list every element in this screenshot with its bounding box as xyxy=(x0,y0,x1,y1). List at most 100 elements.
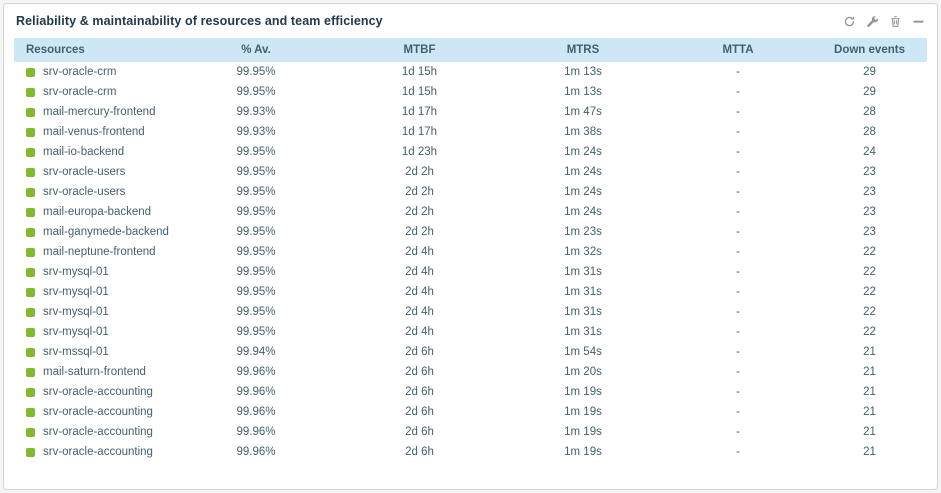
down-events-cell: 23 xyxy=(863,166,876,178)
resource-link[interactable]: srv-oracle-accounting xyxy=(43,446,153,458)
availability-cell: 99.96% xyxy=(236,446,276,458)
mtbf-cell: 2d 4h xyxy=(405,246,434,258)
mtrs-cell: 1m 38s xyxy=(564,126,602,138)
mtta-cell: - xyxy=(736,366,740,378)
availability-cell: 99.96% xyxy=(236,406,276,418)
down-events-cell: 21 xyxy=(863,446,876,458)
resource-link[interactable]: srv-mysql-01 xyxy=(43,286,109,298)
mtta-cell: - xyxy=(736,246,740,258)
resource-cell: srv-oracle-users xyxy=(14,166,175,178)
status-square-icon xyxy=(26,127,35,137)
mtbf-cell: 2d 6h xyxy=(405,346,434,358)
resource-cell: srv-oracle-crm xyxy=(14,86,175,98)
availability-cell: 99.95% xyxy=(236,306,276,318)
resource-link[interactable]: srv-oracle-crm xyxy=(43,66,117,78)
status-square-icon xyxy=(26,87,35,97)
mtrs-cell: 1m 31s xyxy=(564,266,602,278)
resource-cell: mail-saturn-frontend xyxy=(14,366,175,378)
resource-cell: mail-mercury-frontend xyxy=(14,106,175,118)
mtrs-cell: 1m 32s xyxy=(564,246,602,258)
mtta-cell: - xyxy=(736,66,740,78)
trash-icon[interactable] xyxy=(888,14,902,28)
down-events-cell: 23 xyxy=(863,186,876,198)
resource-link[interactable]: mail-europa-backend xyxy=(43,206,152,218)
down-events-cell: 22 xyxy=(863,266,876,278)
down-events-cell: 22 xyxy=(863,246,876,258)
resource-link[interactable]: srv-oracle-accounting xyxy=(43,406,153,418)
resource-link[interactable]: srv-oracle-accounting xyxy=(43,426,153,438)
availability-cell: 99.95% xyxy=(236,326,276,338)
down-events-cell: 29 xyxy=(863,66,876,78)
availability-cell: 99.93% xyxy=(236,126,276,138)
minimize-icon[interactable] xyxy=(911,14,925,28)
down-events-cell: 28 xyxy=(863,126,876,138)
resource-cell: srv-oracle-accounting xyxy=(14,386,175,398)
resource-link[interactable]: srv-oracle-accounting xyxy=(43,386,153,398)
table-row: srv-mssql-01 99.94% 2d 6h 1m 54s - 21 xyxy=(14,342,927,362)
mtrs-cell: 1m 19s xyxy=(564,426,602,438)
resource-link[interactable]: mail-neptune-frontend xyxy=(43,246,156,258)
status-square-icon xyxy=(26,367,35,377)
resource-link[interactable]: mail-io-backend xyxy=(43,146,125,158)
mtta-cell: - xyxy=(736,406,740,418)
down-events-cell: 21 xyxy=(863,346,876,358)
resource-link[interactable]: mail-saturn-frontend xyxy=(43,366,146,378)
resource-link[interactable]: mail-venus-frontend xyxy=(43,126,145,138)
table-row: srv-mysql-01 99.95% 2d 4h 1m 31s - 22 xyxy=(14,282,927,302)
resource-link[interactable]: srv-oracle-users xyxy=(43,186,126,198)
mtta-cell: - xyxy=(736,186,740,198)
mtrs-cell: 1m 24s xyxy=(564,186,602,198)
wrench-icon[interactable] xyxy=(865,14,879,28)
resource-link[interactable]: srv-oracle-crm xyxy=(43,86,117,98)
mtbf-cell: 1d 17h xyxy=(401,106,438,118)
resource-link[interactable]: mail-ganymede-backend xyxy=(43,226,169,238)
down-events-cell: 23 xyxy=(863,206,876,218)
availability-cell: 99.95% xyxy=(236,226,276,238)
resource-link[interactable]: mail-mercury-frontend xyxy=(43,106,156,118)
down-events-cell: 21 xyxy=(863,366,876,378)
availability-cell: 99.93% xyxy=(236,106,276,118)
down-events-cell: 24 xyxy=(863,146,876,158)
mtta-cell: - xyxy=(736,446,740,458)
widget-title: Reliability & maintainability of resourc… xyxy=(16,14,383,28)
table-row: srv-oracle-accounting 99.96% 2d 6h 1m 19… xyxy=(14,402,927,422)
resource-link[interactable]: srv-mysql-01 xyxy=(43,326,109,338)
down-events-cell: 21 xyxy=(863,426,876,438)
mtrs-cell: 1m 20s xyxy=(564,366,602,378)
mtta-cell: - xyxy=(736,326,740,338)
status-square-icon xyxy=(26,387,35,397)
widget-toolbar xyxy=(842,14,925,28)
status-square-icon xyxy=(26,207,35,217)
resource-cell: mail-neptune-frontend xyxy=(14,246,175,258)
table-row: srv-oracle-accounting 99.96% 2d 6h 1m 19… xyxy=(14,442,927,462)
resource-link[interactable]: srv-mysql-01 xyxy=(43,306,109,318)
refresh-icon[interactable] xyxy=(842,14,856,28)
table-row: srv-oracle-crm 99.95% 1d 15h 1m 13s - 29 xyxy=(14,62,927,82)
resource-cell: mail-venus-frontend xyxy=(14,126,175,138)
mtbf-cell: 2d 4h xyxy=(405,286,434,298)
mtrs-cell: 1m 24s xyxy=(564,206,602,218)
down-events-cell: 21 xyxy=(863,386,876,398)
status-square-icon xyxy=(26,287,35,297)
status-square-icon xyxy=(26,307,35,317)
mtta-cell: - xyxy=(736,86,740,98)
mtta-cell: - xyxy=(736,306,740,318)
resource-link[interactable]: srv-mssql-01 xyxy=(43,346,109,358)
resource-link[interactable]: srv-oracle-users xyxy=(43,166,126,178)
availability-cell: 99.96% xyxy=(236,366,276,378)
mtbf-cell: 1d 23h xyxy=(401,146,438,158)
availability-cell: 99.95% xyxy=(236,86,276,98)
table-row: srv-mysql-01 99.95% 2d 4h 1m 31s - 22 xyxy=(14,262,927,282)
down-events-cell: 23 xyxy=(863,226,876,238)
resource-link[interactable]: srv-mysql-01 xyxy=(43,266,109,278)
mtta-cell: - xyxy=(736,386,740,398)
table-row: srv-oracle-users 99.95% 2d 2h 1m 24s - 2… xyxy=(14,182,927,202)
resource-cell: srv-oracle-users xyxy=(14,186,175,198)
mtta-cell: - xyxy=(736,286,740,298)
status-square-icon xyxy=(26,267,35,277)
resource-cell: srv-mysql-01 xyxy=(14,306,175,318)
mtrs-cell: 1m 47s xyxy=(564,106,602,118)
mtta-cell: - xyxy=(736,426,740,438)
mtbf-cell: 2d 2h xyxy=(405,226,434,238)
availability-cell: 99.96% xyxy=(236,426,276,438)
